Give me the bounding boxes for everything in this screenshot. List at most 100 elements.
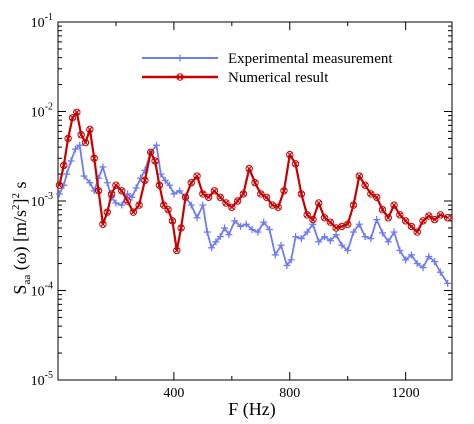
series-point-experimental — [297, 235, 305, 243]
series-point-experimental — [208, 244, 216, 252]
series-point-experimental — [103, 179, 111, 187]
series-point-numerical — [372, 193, 381, 201]
series-point-numerical — [77, 131, 85, 139]
series-point-experimental — [216, 233, 224, 241]
series-point-experimental — [193, 214, 201, 222]
series-point-experimental — [321, 233, 329, 241]
y-tick-label: 10-1 — [31, 12, 53, 31]
series-point-numerical — [64, 134, 72, 143]
legend-marker-numerical — [176, 73, 184, 81]
series-point-experimental — [132, 184, 140, 192]
series-point-experimental — [431, 258, 439, 266]
series-point-numerical — [103, 208, 111, 216]
series-point-numerical — [68, 114, 77, 122]
series-point-numerical — [425, 212, 433, 220]
series-point-experimental — [99, 163, 107, 171]
series-point-numerical — [177, 224, 185, 232]
series-point-experimental — [378, 229, 386, 237]
series-point-numerical — [401, 217, 410, 225]
series-point-numerical — [123, 197, 132, 205]
series-point-numerical — [309, 215, 317, 224]
series-point-experimental — [199, 201, 207, 209]
series-point-numerical — [86, 125, 94, 134]
series-point-numerical — [187, 179, 195, 187]
series-point-experimental — [242, 220, 250, 228]
y-tick-label: 10-4 — [31, 281, 53, 300]
series-point-numerical — [355, 172, 363, 180]
series-point-numerical — [118, 187, 126, 195]
series-point-numerical — [135, 201, 143, 209]
series-point-experimental — [237, 222, 245, 230]
series-point-numerical — [320, 214, 329, 222]
series-point-numerical — [73, 108, 81, 116]
series-point-experimental — [71, 145, 79, 153]
series-point-numerical — [419, 217, 427, 225]
series-point-numerical — [151, 157, 159, 165]
series-point-experimental — [86, 179, 94, 187]
series-point-experimental — [248, 226, 256, 234]
series-point-numerical — [413, 228, 421, 236]
series-point-numerical — [430, 215, 439, 224]
series-point-numerical — [390, 201, 398, 209]
series-point-numerical — [361, 181, 369, 189]
series-point-numerical — [326, 218, 335, 226]
series-point-experimental — [118, 201, 126, 209]
series-point-numerical — [155, 181, 164, 189]
series-point-numerical — [55, 181, 64, 189]
series-point-experimental — [271, 251, 279, 259]
series-point-experimental — [161, 176, 169, 184]
series-point-experimental — [128, 193, 136, 201]
series-point-experimental — [350, 228, 357, 236]
series-point-experimental — [55, 190, 63, 198]
series-point-experimental — [407, 251, 415, 259]
series-point-numerical — [81, 138, 90, 147]
series-point-numerical — [436, 211, 445, 219]
series-point-experimental — [170, 190, 178, 198]
series-point-numerical — [257, 190, 265, 198]
series-point-experimental — [402, 256, 410, 264]
series-point-experimental — [283, 262, 291, 270]
series-point-experimental — [260, 218, 268, 226]
series-point-numerical — [297, 190, 306, 198]
series-point-numerical — [107, 190, 116, 198]
series-point-experimental — [355, 220, 363, 228]
series-point-experimental — [212, 238, 220, 246]
series-point-experimental — [419, 264, 427, 272]
axis-ticks: 10-5 10-4 10-3 10-2 10-1 400 800 1200 — [31, 12, 452, 401]
series-point-numerical — [160, 201, 168, 209]
series-point-numerical — [239, 190, 248, 198]
series-point-experimental — [303, 228, 311, 236]
series-point-experimental — [338, 241, 346, 249]
series-point-numerical — [141, 176, 149, 185]
series-point-numerical — [168, 217, 177, 225]
series-point-experimental — [384, 238, 392, 246]
series-point-experimental — [315, 238, 323, 246]
series-point-numerical — [396, 211, 404, 219]
y-tick-label: 10-5 — [31, 370, 53, 389]
series-point-numerical — [245, 164, 253, 173]
series-point-experimental — [187, 201, 195, 209]
series-point-numerical — [90, 154, 98, 162]
series-point-numerical — [262, 193, 271, 201]
x-tick-label: 800 — [279, 386, 300, 401]
series-point-experimental — [390, 228, 398, 236]
series-point-numerical — [384, 214, 392, 222]
series-point-numerical — [193, 172, 201, 180]
series-point-experimental — [124, 190, 132, 198]
series-point-experimental — [231, 217, 239, 225]
series-point-numerical — [60, 161, 68, 170]
legend-label-experimental: Experimental measurement — [228, 51, 393, 67]
series-point-numerical — [99, 220, 107, 228]
series-point-experimental — [254, 228, 262, 236]
series-point-numerical — [173, 246, 181, 255]
series-point-numerical — [129, 208, 138, 216]
legend-marker-experimental — [176, 54, 184, 62]
series-point-experimental — [436, 268, 444, 276]
legend: Experimental measurement Numerical resul… — [142, 51, 393, 86]
series-point-numerical — [210, 187, 219, 195]
series-point-experimental — [309, 220, 317, 228]
series-point-experimental — [221, 224, 229, 232]
series-point-numerical — [286, 150, 294, 159]
series-point-experimental — [425, 252, 433, 260]
series-point-numerical — [443, 214, 452, 222]
